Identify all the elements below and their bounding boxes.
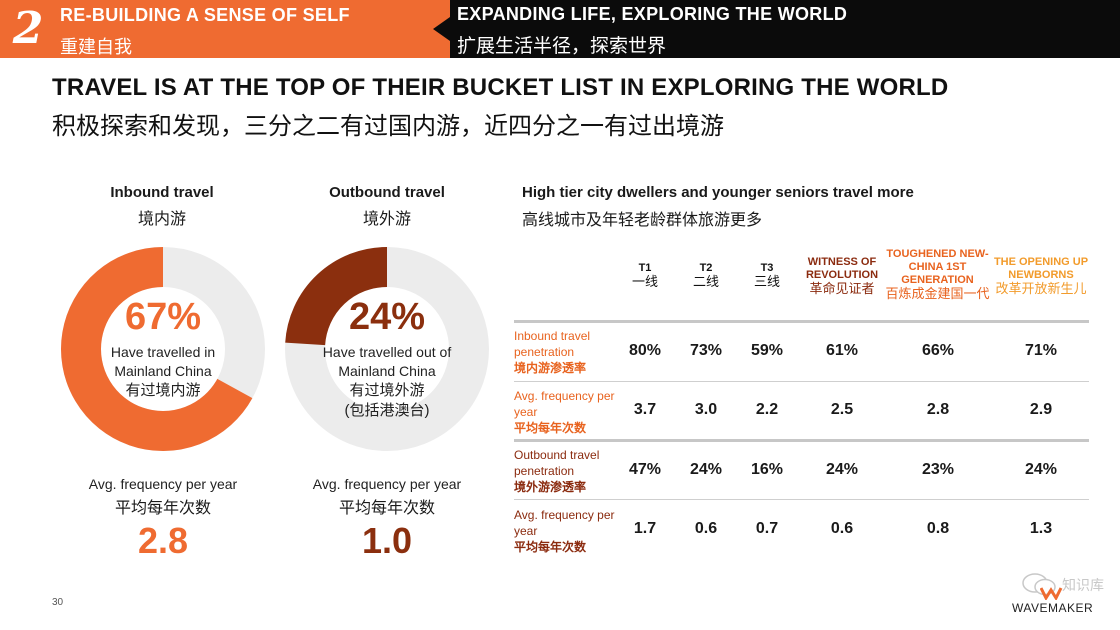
watermark-text: 知识库	[1062, 577, 1104, 593]
inbound-center-line-3: 有过境内游	[125, 382, 201, 399]
table-divider	[514, 499, 1089, 500]
table-cell: 1.7	[633, 520, 657, 537]
inbound-title: Inbound travel	[110, 184, 214, 201]
table-cell: 61%	[825, 342, 859, 359]
brand-name: WAVEMAKER	[1012, 601, 1094, 615]
inbound-donut-arc	[61, 247, 253, 451]
row-label-zh: 平均每年次数	[514, 421, 587, 435]
table-cell: 3.7	[633, 401, 657, 418]
inbound-center-line-2: Mainland China	[114, 363, 212, 379]
subsection-header-bar	[450, 0, 1120, 58]
outbound-donut-chart	[285, 247, 489, 451]
outbound-freq-label: Avg. frequency per year	[312, 476, 462, 492]
row-label-inbound-penetration: Inbound travel penetration 境内游渗透率	[514, 328, 619, 376]
inbound-freq-label-zh: 平均每年次数	[114, 500, 211, 517]
outbound-center-line-2: Mainland China	[338, 363, 436, 379]
section-header-bar	[0, 0, 450, 58]
inbound-percent: 67%	[124, 296, 202, 338]
table-cell: 71%	[1024, 342, 1058, 359]
inbound-title-zh: 境内游	[137, 211, 186, 228]
outbound-percent: 24%	[348, 296, 426, 338]
outbound-center-line-4: (包括港澳台)	[344, 402, 430, 419]
outbound-center-line-3: 有过境外游	[349, 382, 425, 399]
section-number: 2	[12, 3, 44, 54]
table-cell: 66%	[921, 342, 955, 359]
col-header-t1-en: T1	[638, 262, 652, 274]
inbound-center-line-1: Have travelled in	[110, 344, 216, 360]
table-title: High tier city dwellers and younger seni…	[522, 184, 914, 201]
table-cell: 0.7	[755, 520, 779, 537]
row-label-outbound-frequency: Avg. frequency per year 平均每年次数	[514, 507, 619, 555]
col-header-t3-en: T3	[760, 262, 774, 274]
col-header-t2-zh: 二线	[692, 274, 719, 289]
page-number: 30	[52, 597, 64, 608]
table-title-zh: 高线城市及年轻老龄群体旅游更多	[522, 212, 763, 229]
table-cell: 3.0	[694, 401, 718, 418]
col-header-t3-zh: 三线	[753, 274, 780, 289]
col-header-t1: T1 一线	[620, 262, 670, 288]
table-cell: 2.2	[755, 401, 779, 418]
col-header-witness: WITNESS OF REVOLUTION 革命见证者	[800, 256, 884, 295]
table-cell: 2.5	[830, 401, 854, 418]
section-title-en: RE-BUILDING A SENSE OF SELF	[60, 5, 350, 25]
table-cell: 1.3	[1029, 520, 1053, 537]
table-cell: 23%	[921, 461, 955, 478]
row-label-zh: 境外游渗透率	[514, 480, 587, 494]
row-label-en: Avg. frequency per year	[514, 508, 615, 538]
col-header-opening: THE OPENING UP NEWBORNS 改革开放新生儿	[992, 256, 1090, 295]
col-header-t2: T2 二线	[681, 262, 731, 288]
col-header-toughened-en: TOUGHENED NEW-CHINA 1ST GENERATION	[886, 248, 989, 286]
outbound-freq-label-zh: 平均每年次数	[338, 500, 435, 517]
col-header-toughened-zh: 百炼成金建国一代	[885, 286, 990, 301]
table-divider-mid	[514, 439, 1089, 442]
table-cell: 2.9	[1029, 401, 1053, 418]
table-cell: 80%	[628, 342, 662, 359]
outbound-donut-track	[285, 247, 489, 451]
col-header-t1-zh: 一线	[631, 274, 658, 289]
table-cell: 16%	[750, 461, 784, 478]
table-cell: 0.8	[926, 520, 950, 537]
table-cell: 59%	[750, 342, 784, 359]
inbound-freq-value: 2.8	[137, 520, 189, 561]
col-header-witness-zh: 革命见证者	[809, 281, 875, 296]
subsection-title-zh: 扩展生活半径，探索世界	[457, 36, 667, 57]
table-cell: 24%	[825, 461, 859, 478]
table-cell: 73%	[689, 342, 723, 359]
table-divider	[514, 381, 1089, 382]
outbound-freq-value: 1.0	[361, 520, 413, 561]
col-header-opening-zh: 改革开放新生儿	[995, 281, 1087, 296]
col-header-t2-en: T2	[699, 262, 713, 274]
outbound-title: Outbound travel	[329, 184, 445, 201]
outbound-title-zh: 境外游	[362, 211, 411, 228]
table-cell: 2.8	[926, 401, 950, 418]
col-header-toughened: TOUGHENED NEW-CHINA 1ST GENERATION 百炼成金建…	[880, 248, 995, 300]
col-header-witness-en: WITNESS OF REVOLUTION	[805, 256, 879, 281]
headline-zh: 积极探索和发现，三分之二有过国内游，近四分之一有过出境游	[52, 113, 724, 140]
outbound-center-line-1: Have travelled out of	[322, 344, 452, 360]
row-label-inbound-frequency: Avg. frequency per year 平均每年次数	[514, 388, 619, 436]
inbound-donut-chart	[61, 247, 265, 451]
outbound-donut-arc	[285, 247, 388, 346]
table-divider-top	[514, 320, 1089, 323]
table-cell: 47%	[628, 461, 662, 478]
row-label-en: Outbound travel penetration	[514, 448, 600, 478]
table-cell: 0.6	[694, 520, 718, 537]
table-cell: 24%	[1024, 461, 1058, 478]
headline-en: TRAVEL IS AT THE TOP OF THEIR BUCKET LIS…	[52, 74, 949, 101]
table-cell: 24%	[689, 461, 723, 478]
row-label-en: Inbound travel penetration	[514, 329, 591, 359]
section-title-zh: 重建自我	[60, 37, 132, 57]
col-header-t3: T3 三线	[742, 262, 792, 288]
row-label-en: Avg. frequency per year	[514, 389, 615, 419]
col-header-opening-en: THE OPENING UP NEWBORNS	[993, 256, 1089, 281]
row-label-zh: 境内游渗透率	[514, 361, 587, 375]
wavemaker-logo-icon	[1040, 587, 1063, 600]
inbound-freq-label: Avg. frequency per year	[88, 476, 238, 492]
row-label-zh: 平均每年次数	[514, 540, 587, 554]
subsection-title-en: EXPANDING LIFE, EXPLORING THE WORLD	[457, 4, 848, 24]
table-cell: 0.6	[830, 520, 854, 537]
header-arrow-notch	[433, 17, 450, 41]
row-label-outbound-penetration: Outbound travel penetration 境外游渗透率	[514, 447, 619, 495]
